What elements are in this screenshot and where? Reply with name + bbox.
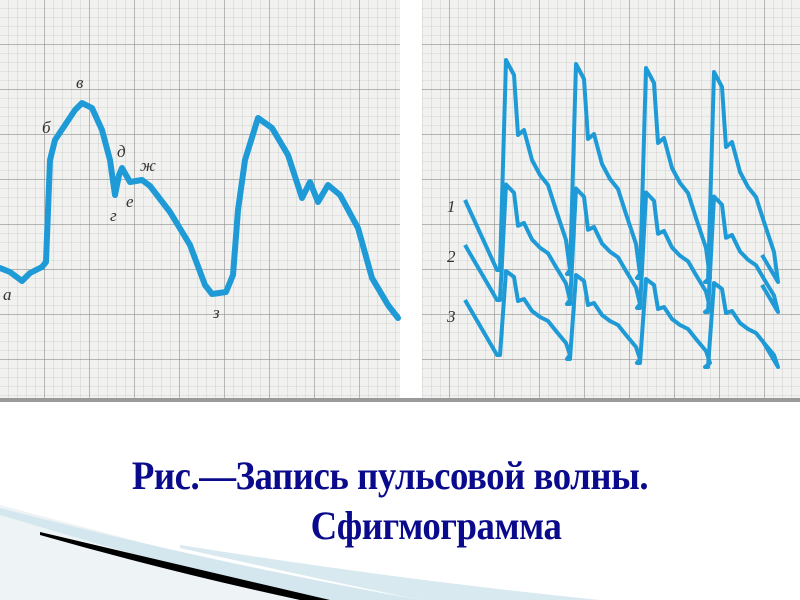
- wave-label-zh: ж: [140, 156, 156, 175]
- wave-label-v: в: [76, 73, 84, 92]
- caption-line-1: Рис.—Запись пульсовой волны.: [131, 453, 649, 498]
- wave-label-z: з: [212, 303, 220, 322]
- wave-label-e: е: [126, 192, 134, 211]
- sphygmogram-figure: а б в г д е ж з 1 2 3: [0, 0, 800, 402]
- wave-label-a: а: [3, 285, 12, 304]
- trace-label-1: 1: [447, 197, 456, 216]
- caption-line-2: Сфигмограмма: [310, 503, 562, 548]
- pulse-wave-trace: [0, 100, 401, 321]
- wave-label-d: д: [117, 142, 126, 161]
- pulse-trace-3: [463, 269, 780, 369]
- panel-divider: [400, 0, 422, 402]
- decorative-swoosh: [0, 505, 600, 600]
- trace-label-3: 3: [446, 307, 456, 326]
- wave-label-g: г: [110, 206, 117, 225]
- pulse-trace-2: [463, 182, 780, 314]
- wave-label-b: б: [42, 118, 51, 137]
- pulse-trace-1: [463, 58, 780, 284]
- trace-label-2: 2: [447, 247, 456, 266]
